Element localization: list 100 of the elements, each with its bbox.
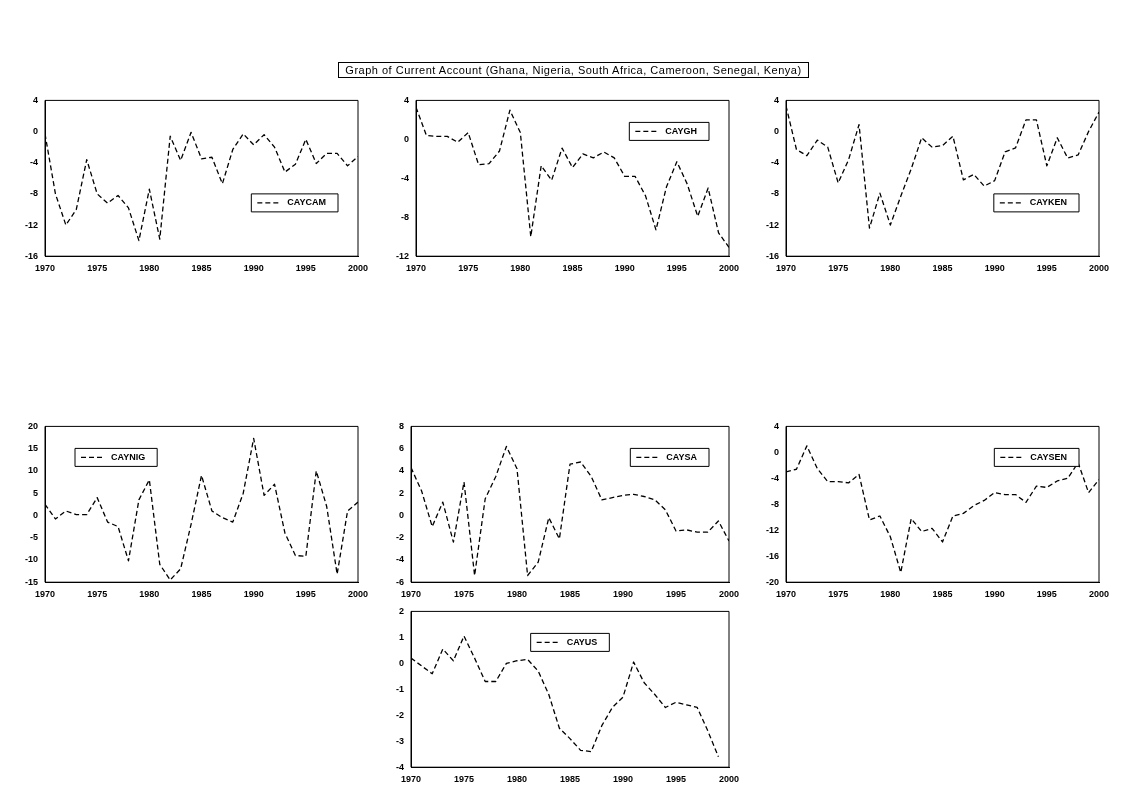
legend-label: CAYNIG [111, 451, 146, 462]
x-tick-label: 1995 [295, 263, 316, 274]
x-tick-label: 1975 [87, 263, 108, 274]
y-tick-label: 10 [27, 465, 39, 476]
x-tick-label: 1990 [984, 589, 1005, 600]
y-tick-label: -6 [395, 576, 404, 587]
x-tick-label: 1975 [87, 589, 108, 600]
x-tick-label: 1985 [191, 263, 212, 274]
x-tick-label: 1970 [405, 263, 427, 274]
y-tick-label: -2 [395, 709, 404, 720]
y-tick-label: -8 [29, 188, 39, 199]
x-tick-label: 2000 [718, 589, 740, 600]
legend-label: CAYSA [666, 451, 698, 462]
x-tick-label: 1970 [400, 589, 422, 600]
x-tick-label: 1990 [612, 589, 634, 600]
y-tick-label: -8 [770, 188, 780, 199]
legend-label: CAYUS [566, 636, 598, 647]
x-tick-label: 1980 [506, 589, 528, 600]
x-tick-label: 1995 [665, 589, 687, 600]
x-tick-label: 2000 [718, 263, 740, 274]
x-tick-label: 1975 [453, 774, 475, 785]
y-tick-label: -12 [765, 219, 780, 230]
y-tick-label: 0 [403, 133, 410, 144]
y-tick-label: 4 [773, 420, 780, 431]
x-tick-label: 1980 [510, 263, 531, 274]
y-tick-label: 20 [27, 420, 39, 431]
y-tick-label: 0 [398, 509, 404, 520]
y-tick-label: -12 [395, 250, 410, 261]
text: Graph of Current Account (Ghana, Nigeria, South Africa, Cameroon, Senegal, Kenya) [338, 62, 809, 78]
x-tick-label: 1985 [932, 263, 953, 274]
y-tick-label: 1 [398, 631, 404, 642]
y-tick-label: -15 [24, 576, 39, 587]
y-tick-label: 4 [773, 94, 780, 105]
x-tick-label: 1995 [666, 263, 687, 274]
x-tick-label: 1980 [139, 263, 160, 274]
x-tick-label: 1985 [559, 589, 581, 600]
x-tick-label: 1975 [453, 589, 475, 600]
y-tick-label: 0 [773, 446, 780, 457]
y-tick-label: -4 [395, 554, 404, 565]
x-tick-label: 1970 [775, 263, 797, 274]
y-tick-label: -16 [765, 250, 780, 261]
y-tick-label: -4 [29, 157, 39, 168]
y-tick-label: -2 [395, 532, 404, 543]
x-tick-label: 1980 [880, 263, 901, 274]
x-tick-label: 1995 [1036, 589, 1057, 600]
y-tick-label: -12 [765, 524, 780, 535]
x-tick-label: 1975 [828, 263, 849, 274]
x-tick-label: 1990 [243, 589, 264, 600]
x-tick-label: 1980 [880, 589, 901, 600]
y-tick-label: 8 [398, 420, 404, 431]
y-tick-label: -8 [770, 498, 780, 509]
y-tick-label: -10 [24, 554, 39, 565]
x-tick-label: 1970 [775, 589, 797, 600]
x-tick-label: 2000 [1088, 589, 1110, 600]
x-tick-label: 2000 [347, 263, 369, 274]
legend-label: CAYSEN [1030, 451, 1068, 462]
y-tick-label: -16 [765, 550, 780, 561]
x-tick-label: 1970 [34, 589, 56, 600]
x-tick-label: 1985 [191, 589, 212, 600]
y-tick-label: 2 [398, 487, 404, 498]
y-tick-label: -4 [770, 472, 780, 483]
x-tick-label: 2000 [718, 774, 740, 785]
x-tick-label: 1980 [506, 774, 528, 785]
y-tick-label: -1 [395, 683, 404, 694]
legend-label: CAYCAM [287, 197, 326, 208]
x-tick-label: 1975 [458, 263, 479, 274]
x-tick-label: 2000 [347, 589, 369, 600]
y-tick-label: 5 [32, 487, 39, 498]
y-tick-label: 4 [403, 94, 410, 105]
legend-label: CAYGH [665, 125, 698, 136]
x-tick-label: 1990 [614, 263, 635, 274]
y-tick-label: -20 [765, 576, 780, 587]
x-tick-label: 1990 [984, 263, 1005, 274]
y-tick-label: 4 [398, 465, 404, 476]
y-tick-label: 0 [398, 657, 404, 668]
y-tick-label: 0 [32, 509, 39, 520]
x-tick-label: 1995 [665, 774, 687, 785]
y-tick-label: -16 [24, 250, 39, 261]
x-tick-label: 1980 [139, 589, 160, 600]
x-tick-label: 2000 [1088, 263, 1110, 274]
y-tick-label: 0 [32, 126, 39, 137]
y-tick-label: -4 [770, 157, 780, 168]
y-tick-label: -12 [24, 219, 39, 230]
legend-label: CAYKEN [1029, 197, 1068, 208]
y-tick-label: 6 [398, 443, 404, 454]
y-tick-label: -5 [29, 532, 39, 543]
x-tick-label: 1970 [34, 263, 56, 274]
y-tick-label: 0 [773, 126, 780, 137]
x-tick-label: 1995 [1036, 263, 1057, 274]
y-tick-label: 4 [32, 94, 39, 105]
y-tick-label: 15 [27, 443, 39, 454]
x-tick-label: 1970 [400, 774, 422, 785]
y-tick-label: -4 [400, 172, 410, 183]
y-tick-label: -3 [395, 735, 404, 746]
x-tick-label: 1985 [932, 589, 953, 600]
x-tick-label: 1985 [559, 774, 581, 785]
y-tick-label: 2 [398, 605, 404, 616]
x-tick-label: 1975 [828, 589, 849, 600]
x-tick-label: 1990 [612, 774, 634, 785]
x-tick-label: 1985 [562, 263, 583, 274]
